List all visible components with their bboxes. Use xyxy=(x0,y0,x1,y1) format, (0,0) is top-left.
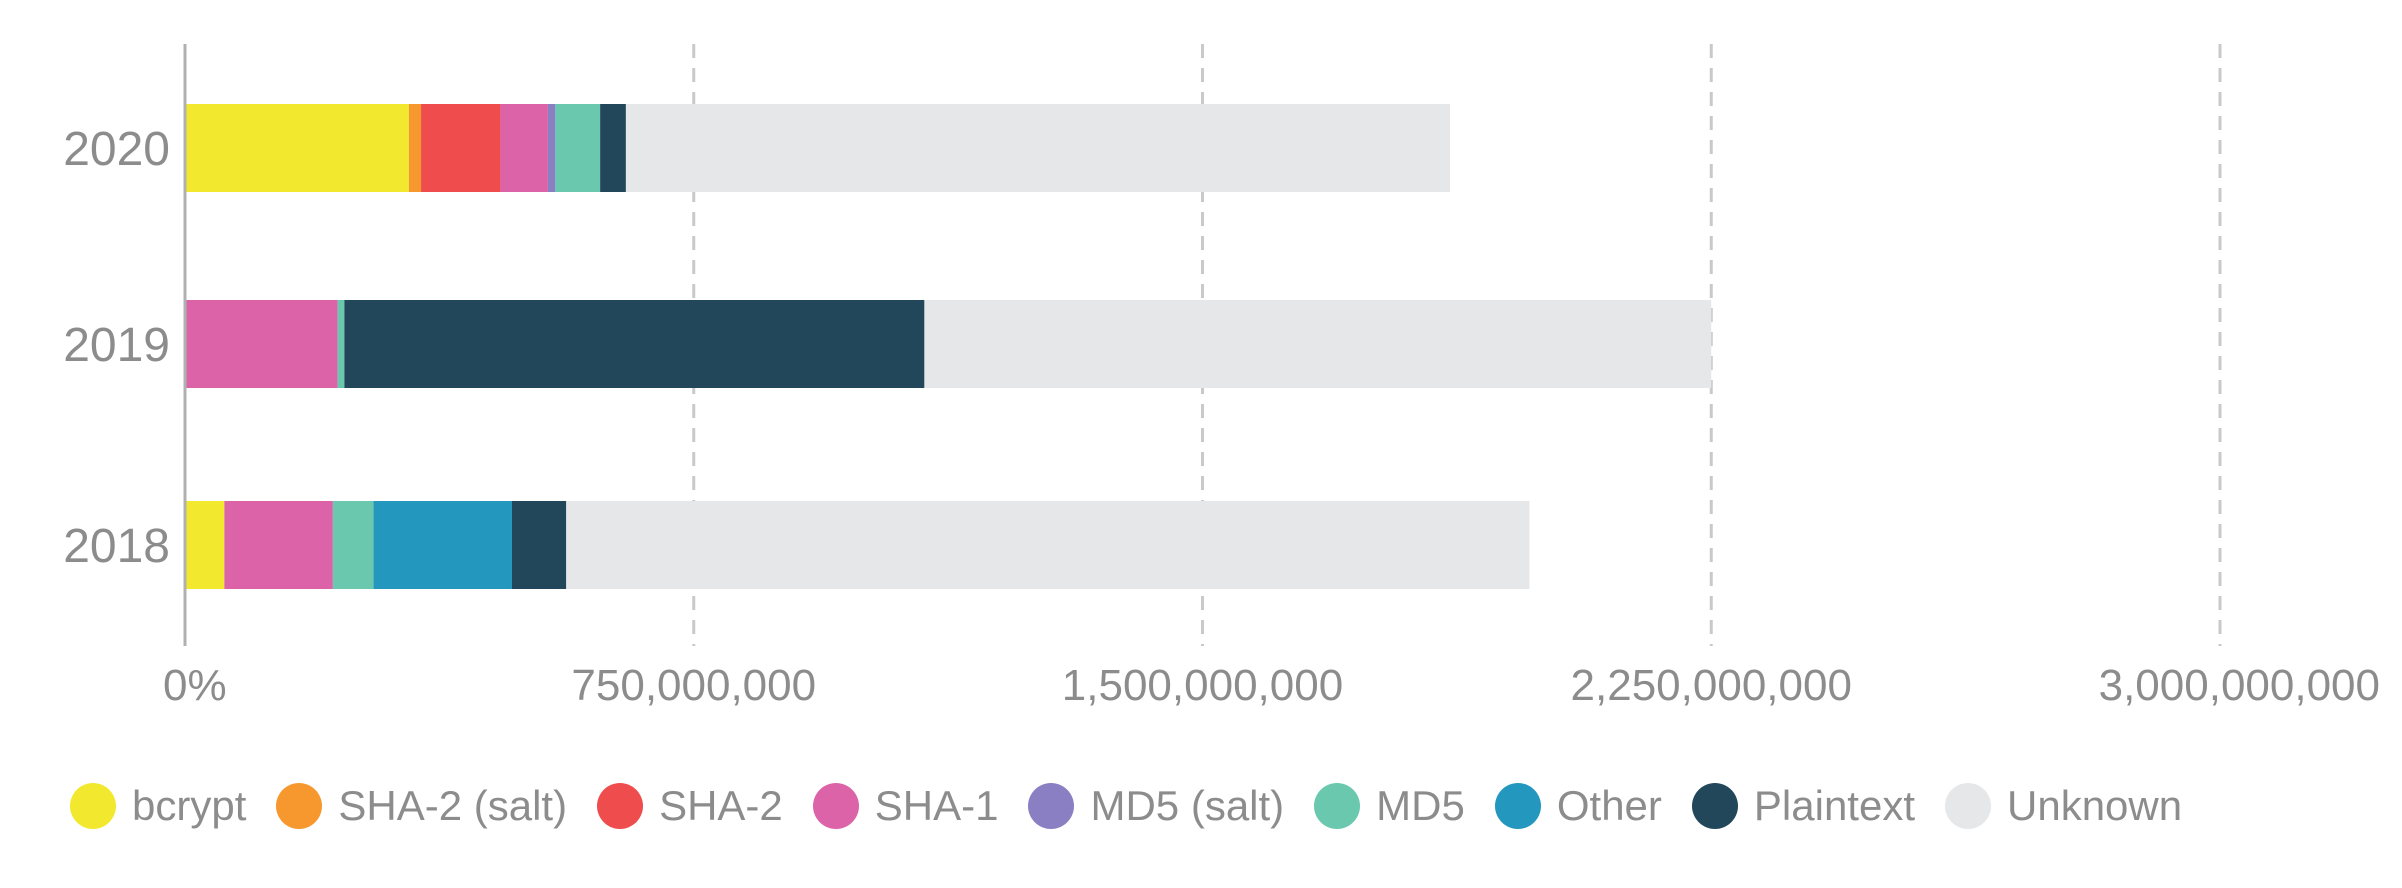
x-tick-label-2: 1,500,000,000 xyxy=(1062,661,1343,710)
bar-2019-md5 xyxy=(337,300,345,388)
category-label-2018: 2018 xyxy=(63,520,170,573)
legend-label-sha-2-salt: SHA-2 (salt) xyxy=(338,782,568,829)
legend-swatch-sha-1 xyxy=(812,783,859,829)
legend-swatch-bcrypt xyxy=(70,783,116,829)
legend-label-sha-1: SHA-1 xyxy=(874,782,999,829)
x-tick-label-3: 2,250,000,000 xyxy=(1571,661,1852,710)
bar-2020-sha-2-salt xyxy=(408,104,422,192)
x-tick-label-4: 3,000,000,000 xyxy=(2099,661,2380,710)
bar-2020-plaintext xyxy=(600,104,626,192)
legend-swatch-sha-2 xyxy=(597,783,644,829)
x-tick-label-1: 750,000,000 xyxy=(571,661,816,710)
legend-item-md5: MD5 xyxy=(1314,782,1465,830)
bar-2019-plaintext xyxy=(344,300,925,388)
bar-2018-md5 xyxy=(332,501,374,589)
legend-label-sha-2: SHA-2 xyxy=(659,782,783,829)
legend-label-md5: MD5 xyxy=(1376,782,1465,829)
category-label-2019: 2019 xyxy=(63,319,170,372)
category-labels: 2020 2019 2018 xyxy=(63,123,170,573)
x-tick-labels: 0% 750,000,000 1,500,000,000 2,250,000,000 3… xyxy=(163,661,2380,710)
bar-2020-sha-2 xyxy=(421,104,501,192)
bars xyxy=(185,104,1712,589)
legend-swatch-md5-salt xyxy=(1028,783,1075,829)
legend-label-plaintext: Plaintext xyxy=(1753,782,1915,829)
legend-swatch-unknown xyxy=(1945,783,1991,829)
legend-item-md5-salt: MD5 (salt) xyxy=(1028,782,1284,830)
legend-item-sha-2: SHA-2 xyxy=(597,782,783,830)
bar-2018-other xyxy=(373,501,512,589)
bar-2018-bcrypt xyxy=(185,501,225,589)
legend-item-bcrypt: bcrypt xyxy=(70,782,246,830)
bar-2018-unknown xyxy=(566,501,1530,589)
category-label-2020: 2020 xyxy=(63,123,170,176)
legend-label-other: Other xyxy=(1556,782,1662,829)
legend-item-sha-1: SHA-1 xyxy=(812,782,999,830)
stacked-bar-chart: 2020 2019 2018 0% 750,000,000 1,500,000,000 2… xyxy=(63,44,2380,710)
bar-2019-unknown xyxy=(924,300,1712,388)
bar-2020-sha-1 xyxy=(500,104,548,192)
bar-2018-sha-1 xyxy=(224,501,333,589)
legend-item-other: Other xyxy=(1494,782,1662,830)
x-tick-label-0: 0% xyxy=(163,661,227,710)
legend-label-md5-salt: MD5 (salt) xyxy=(1090,782,1285,829)
legend-swatch-plaintext xyxy=(1691,783,1738,829)
legend-item-sha-2-salt: SHA-2 (salt) xyxy=(276,782,567,830)
legend-label-bcrypt: bcrypt xyxy=(132,782,247,829)
legend-swatch-md5 xyxy=(1314,783,1361,829)
legend-swatch-other xyxy=(1494,783,1541,829)
legend-item-unknown: Unknown xyxy=(1945,782,2182,830)
bar-2020-bcrypt xyxy=(185,104,409,192)
bar-2020-unknown xyxy=(625,104,1451,192)
legend: bcrypt SHA-2 (salt) SHA-2 SHA-1 MD5 (salt) MD… xyxy=(70,776,2390,836)
legend-item-plaintext: Plaintext xyxy=(1691,782,1915,830)
bar-2020-md5 xyxy=(555,104,601,192)
bar-2019-sha-1 xyxy=(185,300,338,388)
bar-2020-md5-salt xyxy=(547,104,556,192)
bar-2018-plaintext xyxy=(511,501,567,589)
legend-label-unknown: Unknown xyxy=(2007,782,2183,829)
legend-swatch-sha-2-salt xyxy=(276,783,323,829)
